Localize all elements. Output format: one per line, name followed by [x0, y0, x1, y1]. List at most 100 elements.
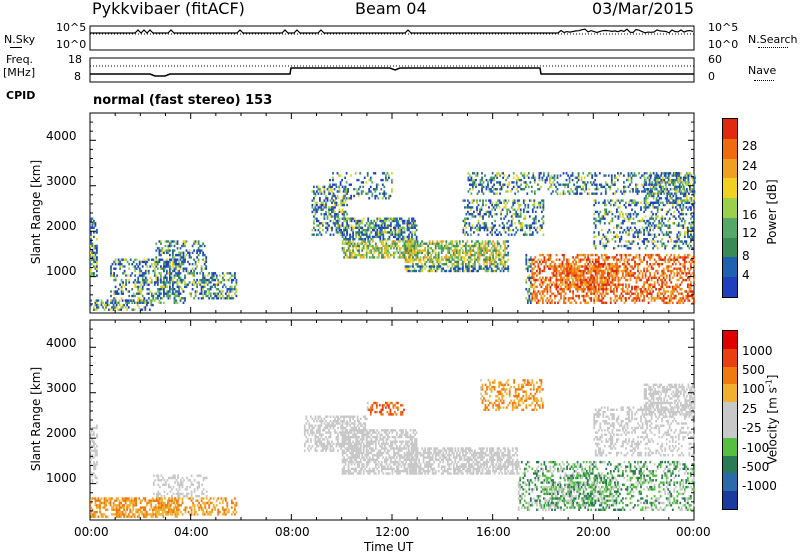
heatmap-cell	[482, 240, 484, 242]
heatmap-cell	[562, 284, 564, 286]
heatmap-cell	[621, 259, 623, 261]
heatmap-cell	[390, 195, 392, 197]
heatmap-cell	[504, 265, 506, 267]
heatmap-cell	[473, 199, 475, 201]
heatmap-cell	[627, 270, 629, 272]
heatmap-cell	[654, 284, 656, 286]
heatmap-cell	[142, 272, 144, 274]
heatmap-cell	[526, 174, 528, 176]
heatmap-cell	[339, 218, 341, 220]
heatmap-cell	[370, 186, 372, 188]
heatmap-cell	[595, 270, 597, 272]
heatmap-cell	[171, 245, 173, 247]
heatmap-cell	[347, 188, 349, 190]
heatmap-cell	[505, 190, 507, 192]
heatmap-cell	[358, 224, 360, 226]
heatmap-cell	[346, 220, 348, 222]
nsky-line	[90, 29, 693, 33]
heatmap-cell	[335, 197, 337, 199]
heatmap-cell	[476, 224, 478, 226]
heatmap-cell	[327, 197, 329, 199]
heatmap-cell	[607, 213, 609, 215]
heatmap-cell	[675, 288, 677, 290]
heatmap-cell	[590, 272, 592, 274]
heatmap-cell	[469, 224, 471, 226]
heatmap-cell	[349, 238, 351, 240]
heatmap-cell	[193, 249, 195, 251]
heatmap-cell	[115, 263, 117, 265]
heatmap-cell	[474, 252, 476, 254]
heatmap-cell	[488, 245, 490, 247]
heatmap-cell	[202, 297, 204, 299]
heatmap-cell	[504, 249, 506, 251]
heatmap-cell	[672, 263, 674, 265]
heatmap-cell	[607, 259, 609, 261]
heatmap-cell	[634, 227, 636, 229]
heatmap-cell	[663, 222, 665, 224]
heatmap-cell	[619, 213, 621, 215]
heatmap-cell	[204, 254, 206, 256]
heatmap-cell	[643, 231, 645, 233]
heatmap-cell	[334, 206, 336, 208]
heatmap-cell	[506, 213, 508, 215]
heatmap-cell	[160, 254, 162, 256]
heatmap-cell	[337, 204, 339, 206]
heatmap-cell	[534, 181, 536, 183]
heatmap-cell	[343, 256, 345, 258]
heatmap-cell	[355, 256, 357, 258]
heatmap-cell	[595, 236, 597, 238]
heatmap-cell	[689, 254, 691, 256]
heatmap-cell	[577, 270, 579, 272]
heatmap-cell	[217, 293, 219, 295]
heatmap-cell	[451, 240, 453, 242]
heatmap-cell	[539, 277, 541, 279]
heatmap-cell	[343, 213, 345, 215]
heatmap-cell	[222, 277, 224, 279]
heatmap-cell	[670, 299, 672, 301]
heatmap-cell	[602, 265, 604, 267]
heatmap-cell	[505, 179, 507, 181]
heatmap-cell	[592, 261, 594, 263]
heatmap-cell	[178, 288, 180, 290]
heatmap-cell	[598, 261, 600, 263]
heatmap-cell	[487, 181, 489, 183]
heatmap-cell	[214, 272, 216, 274]
heatmap-cell	[582, 172, 584, 174]
heatmap-cell	[528, 288, 530, 290]
heatmap-cell	[369, 222, 371, 224]
heatmap-cell	[321, 206, 323, 208]
heatmap-cell	[649, 222, 651, 224]
heatmap-cell	[527, 268, 529, 270]
heatmap-cell	[344, 177, 346, 179]
heatmap-cell	[438, 256, 440, 258]
heatmap-cell	[533, 277, 535, 279]
heatmap-cell	[556, 284, 558, 286]
heatmap-cell	[462, 268, 464, 270]
heatmap-cell	[154, 272, 156, 274]
heatmap-cell	[225, 293, 227, 295]
heatmap-cell	[582, 188, 584, 190]
heatmap-cell	[658, 254, 660, 256]
heatmap-cell	[169, 284, 171, 286]
heatmap-cell	[477, 270, 479, 272]
heatmap-cell	[598, 295, 600, 297]
heatmap-cell	[664, 256, 666, 258]
heatmap-cell	[663, 243, 665, 245]
heatmap-cell	[183, 270, 185, 272]
heatmap-cell	[354, 238, 356, 240]
heatmap-cell	[572, 293, 574, 295]
heatmap-cell	[541, 286, 543, 288]
heatmap-cell	[111, 306, 113, 308]
heatmap-cell	[538, 279, 540, 281]
heatmap-cell	[181, 288, 183, 290]
heatmap-cell	[651, 284, 653, 286]
heatmap-cell	[351, 224, 353, 226]
heatmap-cell	[489, 259, 491, 261]
heatmap-cell	[532, 231, 534, 233]
heatmap-cell	[411, 254, 413, 256]
heatmap-cell	[601, 270, 603, 272]
heatmap-cell	[454, 268, 456, 270]
heatmap-cell	[550, 302, 552, 304]
heatmap-cell	[628, 179, 630, 181]
